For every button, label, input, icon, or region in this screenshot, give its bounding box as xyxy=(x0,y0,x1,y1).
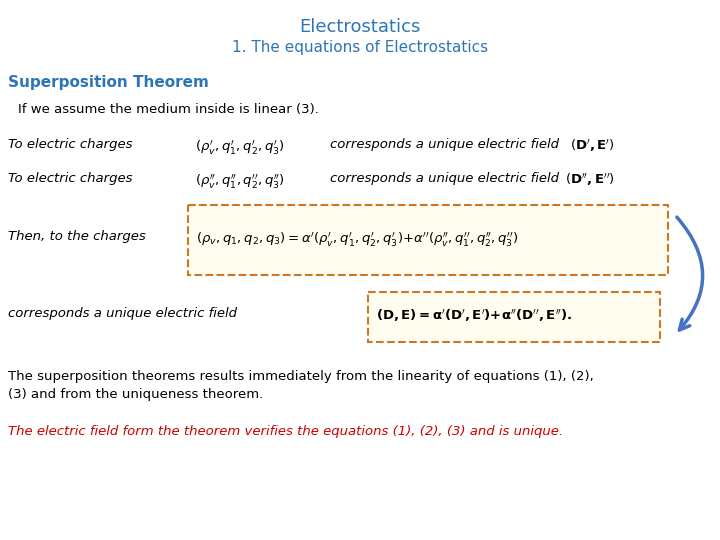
Text: The electric field form the theorem verifies the equations (1), (2), (3) and is : The electric field form the theorem veri… xyxy=(8,425,563,438)
Text: $(\rho_v^{\prime\prime}, q_1^{\prime\prime}, q_2^{\prime\prime}, q_3^{\prime\pri: $(\rho_v^{\prime\prime}, q_1^{\prime\pri… xyxy=(195,172,285,190)
Text: To electric charges: To electric charges xyxy=(8,138,132,151)
Text: $(\mathbf{D}^{\prime}\mathbf{,E}^{\prime})$: $(\mathbf{D}^{\prime}\mathbf{,E}^{\prime… xyxy=(570,138,615,154)
Text: $\mathbf{(D,E){=}\alpha^{\prime}(D^{\prime},E^{\prime}){+}\alpha^{\prime\prime}(: $\mathbf{(D,E){=}\alpha^{\prime}(D^{\pri… xyxy=(376,307,572,323)
Text: To electric charges: To electric charges xyxy=(8,172,132,185)
Text: (3) and from the uniqueness theorem.: (3) and from the uniqueness theorem. xyxy=(8,388,264,401)
Text: $(\mathbf{D}^{\prime\prime}\mathbf{,E}^{\prime\prime})$: $(\mathbf{D}^{\prime\prime}\mathbf{,E}^{… xyxy=(565,172,615,188)
Text: Then, to the charges: Then, to the charges xyxy=(8,230,145,243)
Text: $(\rho_v, q_1, q_2, q_3){=}\alpha^{\prime}(\rho_v^{\prime}, q_1^{\prime}, q_2^{\: $(\rho_v, q_1, q_2, q_3){=}\alpha^{\prim… xyxy=(196,230,518,248)
Bar xyxy=(188,205,668,275)
FancyArrowPatch shape xyxy=(677,217,703,330)
Text: Electrostatics: Electrostatics xyxy=(300,18,420,36)
Text: If we assume the medium inside is linear (3).: If we assume the medium inside is linear… xyxy=(18,103,319,116)
Text: Superposition Theorem: Superposition Theorem xyxy=(8,75,209,90)
Text: corresponds a unique electric field: corresponds a unique electric field xyxy=(330,172,559,185)
Text: The superposition theorems results immediately from the linearity of equations (: The superposition theorems results immed… xyxy=(8,370,594,383)
Bar xyxy=(368,292,660,342)
Text: corresponds a unique electric field: corresponds a unique electric field xyxy=(8,307,237,320)
Text: $(\rho_v^{\prime}, q_1^{\prime}, q_2^{\prime}, q_3^{\prime})$: $(\rho_v^{\prime}, q_1^{\prime}, q_2^{\p… xyxy=(195,138,285,156)
Text: corresponds a unique electric field: corresponds a unique electric field xyxy=(330,138,559,151)
Text: 1. The equations of Electrostatics: 1. The equations of Electrostatics xyxy=(232,40,488,55)
